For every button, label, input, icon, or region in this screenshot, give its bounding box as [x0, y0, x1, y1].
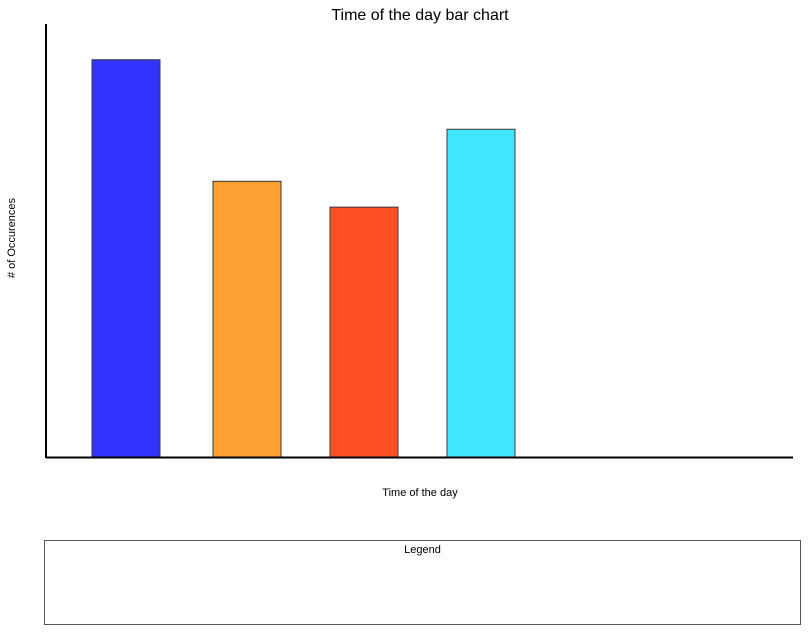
bar-4	[446, 128, 516, 458]
chart-title: Time of the day bar chart	[331, 7, 509, 24]
bar-3	[329, 206, 399, 458]
bar-1	[91, 59, 161, 458]
bars-group	[91, 59, 516, 458]
legend-box: Legend	[44, 540, 801, 625]
bar-2	[212, 180, 282, 458]
y-axis-label: # of Occurences	[6, 197, 18, 278]
legend-title: Legend	[404, 544, 441, 556]
x-axis-label: Time of the day	[382, 487, 458, 499]
